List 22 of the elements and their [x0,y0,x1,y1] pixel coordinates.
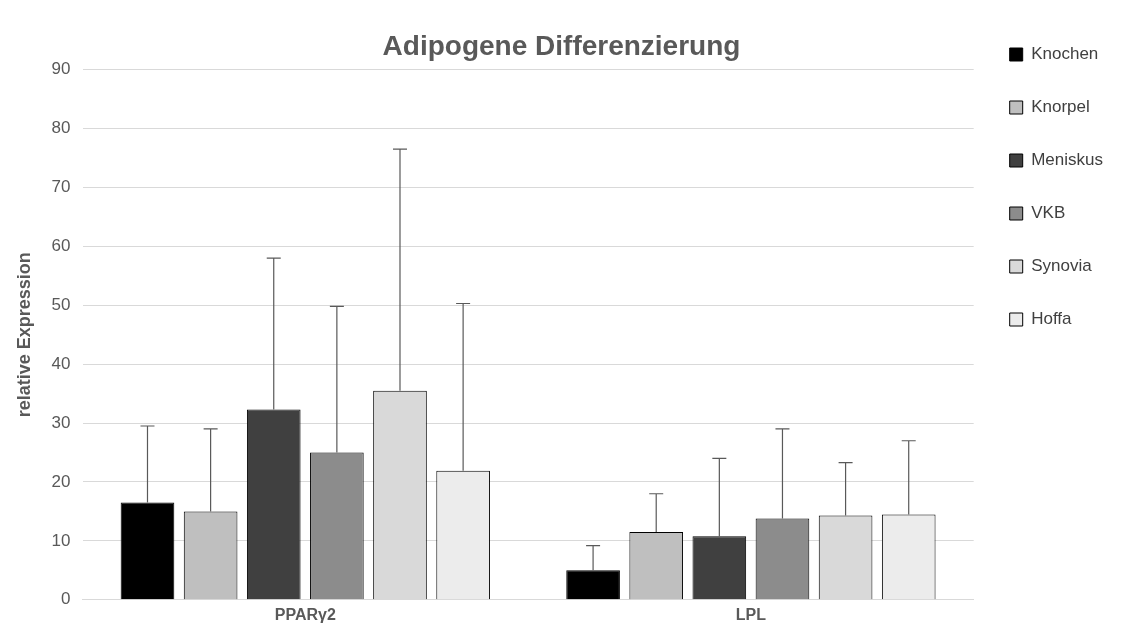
y-tick-label: 10 [51,530,71,550]
y-tick-label: 90 [51,59,71,79]
y-tick-label: 50 [51,294,71,314]
y-tick-label: 40 [51,353,71,373]
y-axis-title: relative Expression [13,252,34,418]
y-tick-label: 60 [51,236,71,256]
y-tick-label: 70 [51,177,71,197]
y-tick-label: 80 [51,118,71,138]
legend-label: Meniskus [1031,150,1104,170]
legend-label: Knochen [1031,44,1099,64]
x-tick-label: PPARγ2 [274,605,336,623]
chart-title: Adipogene Differenzierung [382,29,741,61]
y-tick-label: 30 [51,412,71,432]
bar [566,570,620,600]
legend-label: VKB [1031,203,1066,223]
legend-label: Hoffa [1031,309,1073,329]
legend-label: Synovia [1031,256,1093,276]
y-tick-label: 20 [51,471,71,491]
legend-label: Knorpel [1031,97,1090,117]
bar [120,502,175,600]
x-tick-label: LPL [735,605,767,623]
y-tick-label: 0 [61,589,71,609]
